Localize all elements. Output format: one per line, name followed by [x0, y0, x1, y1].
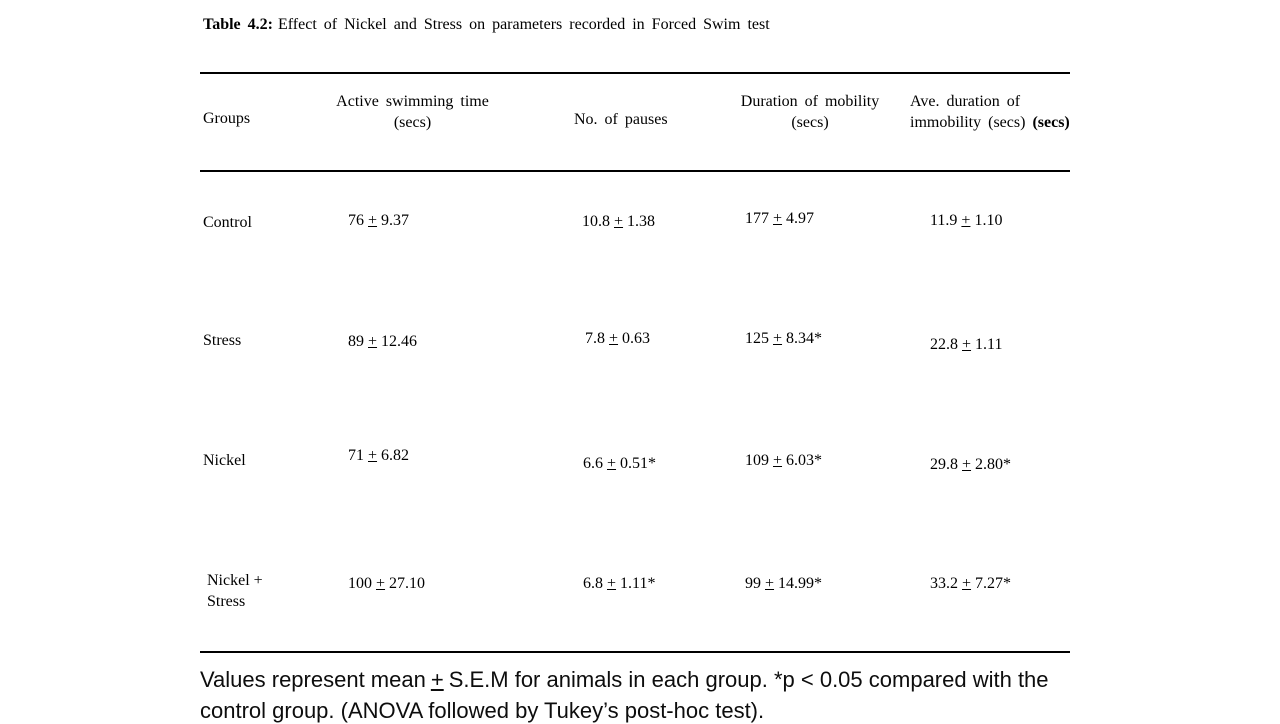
cell-nickel-mobility: 109 +6.03*: [745, 452, 823, 469]
cell-stress-pauses: 7.8 +0.63: [585, 330, 651, 347]
row-nickel-stress-label: Nickel + Stress: [207, 572, 263, 610]
table-title: Table 4.2: Effect of Nickel and Stress on…: [203, 16, 770, 34]
header-ave-duration-immobility-line2: immobility (secs) (secs): [910, 112, 1070, 133]
table-footnote-line1: Values represent mean + S.E.M for animals …: [200, 667, 1049, 692]
plus-minus-symbol: +: [962, 575, 972, 592]
plus-minus-symbol: +: [368, 333, 378, 350]
plus-minus-symbol: +: [368, 212, 378, 229]
plus-minus-symbol: +: [773, 452, 783, 469]
plus-minus-symbol: +: [773, 210, 783, 227]
table-title-number: Table 4.2:: [203, 16, 273, 33]
row-stress-label: Stress: [203, 332, 242, 349]
plus-minus-symbol: +: [962, 336, 972, 353]
table-rule-top: [200, 72, 1070, 74]
cell-nickel-stress-pauses: 6.8 +1.11*: [583, 575, 656, 592]
cell-control-swim-time: 76 +9.37: [348, 212, 410, 229]
row-control-label: Control: [203, 214, 252, 231]
header-no-of-pauses: No. of pauses: [574, 111, 668, 128]
plus-minus-symbol: +: [607, 455, 617, 472]
header-duration-of-mobility: Duration of mobility (secs): [727, 91, 893, 133]
plus-minus-symbol: +: [614, 213, 624, 230]
table-footnote-line2: control group. (ANOVA followed by Tukey’…: [200, 698, 765, 723]
table-title-text: Effect of Nickel and Stress on parameter…: [277, 16, 770, 33]
cell-stress-mobility: 125 +8.34*: [745, 330, 823, 347]
plus-minus-symbol: +: [961, 212, 971, 229]
cell-nickel-stress-swim-time: 100 +27.10: [348, 575, 426, 592]
cell-nickel-immobility: 29.8 +2.80*: [930, 456, 1012, 473]
plus-minus-symbol: +: [430, 667, 444, 692]
header-duration-of-mobility-line1: Duration of mobility: [740, 93, 880, 110]
row-nickel-label: Nickel: [203, 452, 246, 469]
cell-stress-swim-time: 89 +12.46: [348, 333, 418, 350]
header-immobility-secs-bold: (secs): [1032, 114, 1070, 131]
header-duration-of-mobility-line2: (secs): [791, 114, 829, 131]
cell-stress-immobility: 22.8 +1.11: [930, 336, 1003, 353]
header-ave-duration-immobility: Ave. duration of immobility (secs) (secs…: [910, 91, 1070, 133]
cell-nickel-swim-time: 71 +6.82: [348, 447, 410, 464]
header-groups: Groups: [203, 110, 251, 127]
cell-nickel-pauses: 6.6 +0.51*: [583, 455, 657, 472]
cell-control-pauses: 10.8 +1.38: [582, 213, 656, 230]
header-ave-duration-immobility-line1: Ave. duration of: [910, 93, 1021, 110]
plus-minus-symbol: +: [607, 575, 617, 592]
cell-control-immobility: 11.9 +1.10: [930, 212, 1003, 229]
header-immobility-secs: immobility (secs): [910, 114, 1026, 131]
plus-minus-symbol: +: [376, 575, 386, 592]
header-active-swimming-time: Active swimming time (secs): [330, 91, 495, 133]
cell-nickel-stress-immobility: 33.2 +7.27*: [930, 575, 1012, 592]
header-active-swimming-time-line2: (secs): [393, 114, 432, 131]
plus-minus-symbol: +: [609, 330, 619, 347]
cell-nickel-stress-mobility: 99 +14.99*: [745, 575, 823, 592]
cell-control-mobility: 177 +4.97: [745, 210, 815, 227]
plus-minus-symbol: +: [368, 447, 378, 464]
table-rule-header: [200, 170, 1070, 172]
plus-minus-symbol: +: [962, 456, 972, 473]
plus-minus-symbol: +: [765, 575, 775, 592]
header-active-swimming-time-line1: Active swimming time: [336, 93, 489, 110]
plus-minus-symbol: +: [773, 330, 783, 347]
table-rule-bottom: [200, 651, 1070, 653]
